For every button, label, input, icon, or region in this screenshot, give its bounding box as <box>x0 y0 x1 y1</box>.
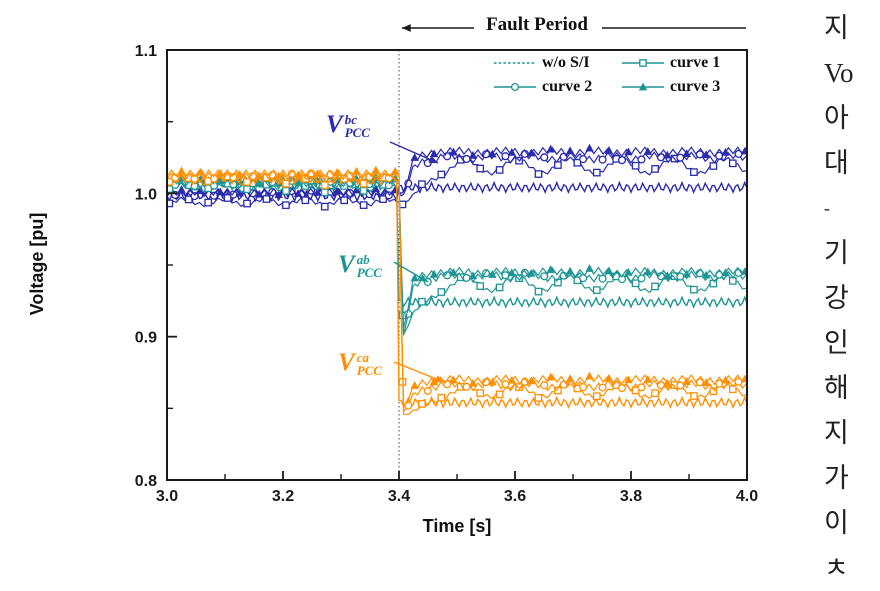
group-label-scripts: ab PCC <box>357 253 382 279</box>
legend-item-curve-1: curve 1 <box>620 52 742 74</box>
legend-label: curve 1 <box>670 54 721 71</box>
chart-canvas: 3.0 3.2 3.4 3.6 3.8 4.0 0.8 0.9 1.0 1.1 <box>135 24 758 505</box>
legend-item-curve-2: curve 2 <box>492 76 620 98</box>
group-label-scripts: bc PCC <box>345 113 370 139</box>
group-label-base: V <box>338 349 355 376</box>
group-label-superscript: ab <box>356 252 370 267</box>
side-text-line: 이 <box>824 508 849 538</box>
y-tick-label: 0.8 <box>135 473 157 490</box>
group-label-scripts: ca PCC <box>357 351 382 377</box>
side-text-line: 대 <box>824 148 849 178</box>
y-tick-label: 0.9 <box>135 330 157 347</box>
chart-legend: w/o S/I curve 1 curve 2 curve 3 <box>492 52 742 98</box>
side-text-line: 인 <box>824 328 849 358</box>
side-text-line: 해 <box>824 373 849 403</box>
legend-sample-circle-open <box>494 82 536 92</box>
group-label-superscript: bc <box>344 112 357 127</box>
side-text-line: 아 <box>824 103 849 133</box>
x-axis-title: Time [s] <box>422 516 492 536</box>
y-tick-label: 1.0 <box>135 186 157 203</box>
legend-item-w-o-s-i: w/o S/I <box>492 52 620 74</box>
voltage-figure: 3.0 3.2 3.4 3.6 3.8 4.0 0.8 0.9 1.0 1.1 Voltage [… <box>27 14 758 536</box>
group-label-base: V <box>338 251 355 278</box>
x-tick-label: 3.8 <box>620 488 642 505</box>
side-text-line: 강 <box>824 283 849 313</box>
legend-sample-square-open <box>622 59 664 67</box>
legend-sample-dashed-line <box>494 62 536 64</box>
group-label-subscript: PCC <box>356 363 382 378</box>
side-text-line: 가 <box>824 463 849 493</box>
side-text-line: 기 <box>824 238 849 268</box>
x-tick-label: 3.0 <box>156 488 178 505</box>
y-axis-title: Voltage [pu] <box>27 212 47 316</box>
y-tick-label: 1.1 <box>135 43 157 60</box>
legend-sample-triangle-filled <box>622 82 664 91</box>
x-tick-label: 3.4 <box>388 488 410 505</box>
side-text-line: ㅊ <box>824 553 849 583</box>
x-tick-label: 3.6 <box>504 488 526 505</box>
document-side-text: 지 Vo 아 대 - 기 강 인 해 지 가 이 ㅊ <box>810 0 880 583</box>
side-text-line: 지 <box>824 418 849 448</box>
side-text-line: 지 <box>824 13 849 43</box>
side-text-line: - <box>824 198 830 218</box>
side-text-line: Vo <box>824 58 854 88</box>
group-label-superscript: ca <box>356 350 369 365</box>
legend-item-curve-3: curve 3 <box>620 76 742 98</box>
group-label-subscript: PCC <box>356 265 382 280</box>
fault-period-label: Fault Period <box>486 14 588 35</box>
x-tick-label: 3.2 <box>272 488 294 505</box>
legend-label: curve 2 <box>542 78 593 95</box>
x-tick-label: 4.0 <box>736 488 758 505</box>
legend-label: w/o S/I <box>542 54 590 71</box>
group-label-base: V <box>326 111 343 138</box>
legend-label: curve 3 <box>670 78 721 95</box>
group-label-subscript: PCC <box>344 125 370 140</box>
